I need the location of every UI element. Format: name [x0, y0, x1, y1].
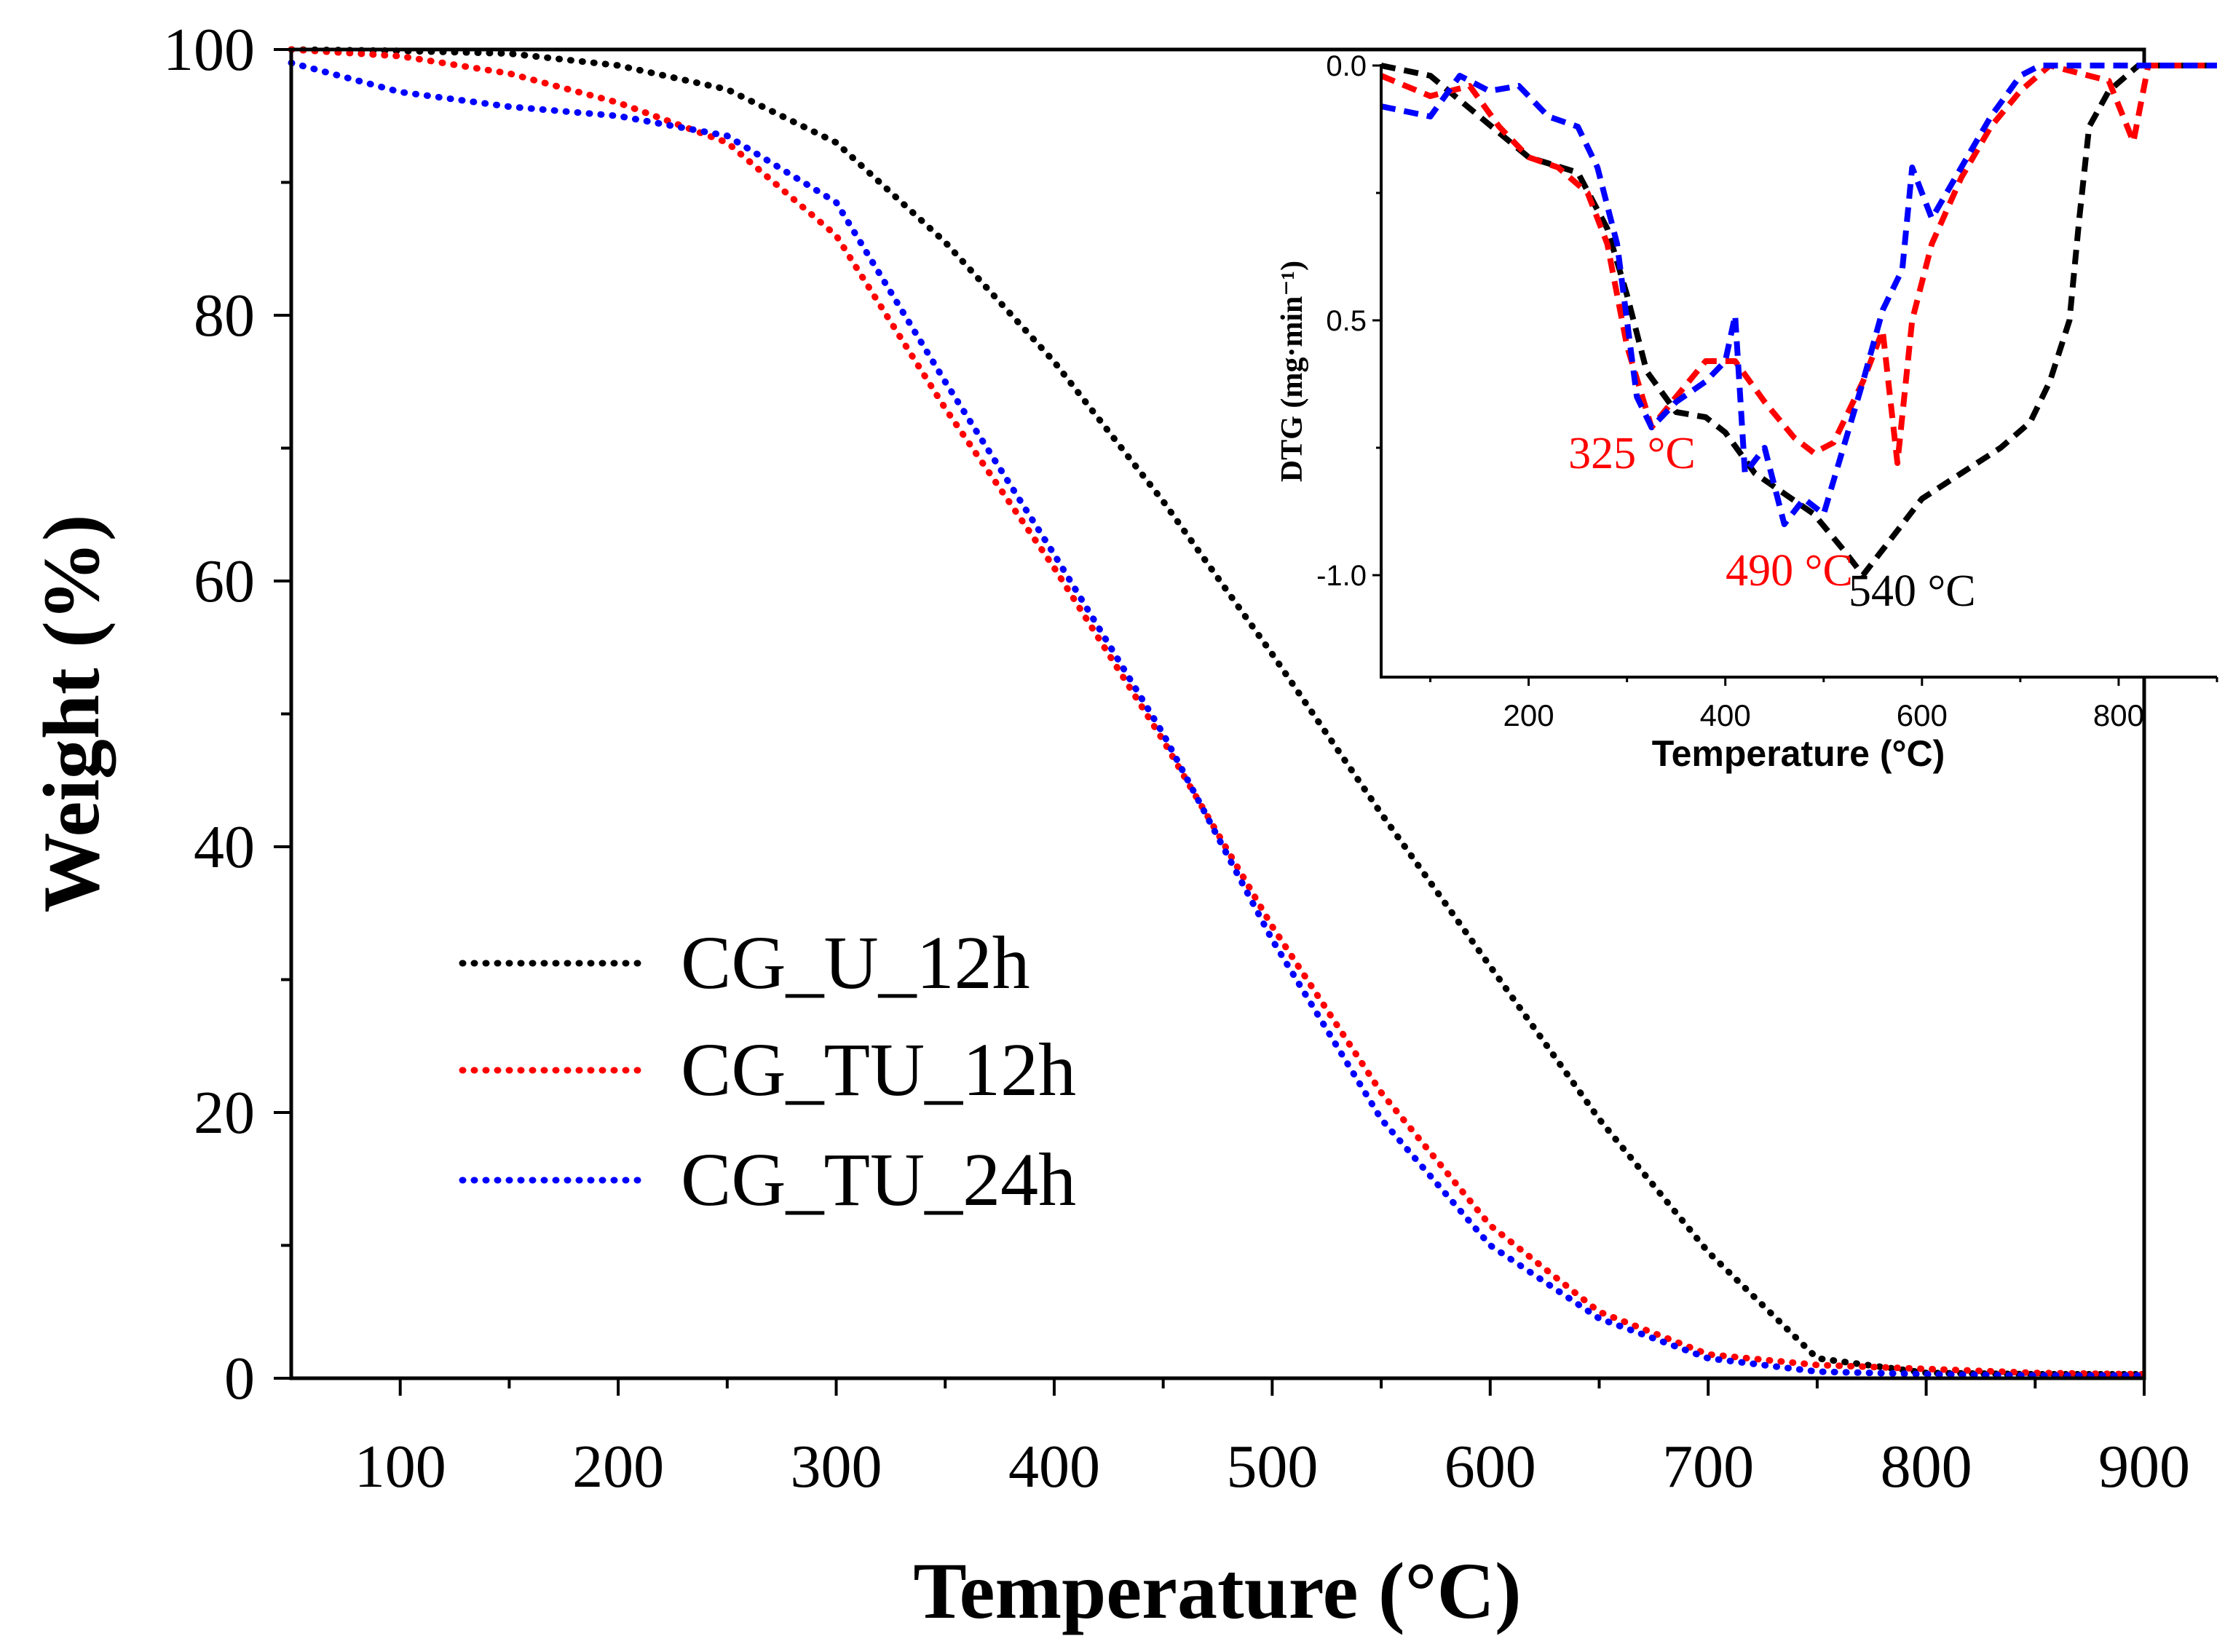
- main-ticks-group: [274, 48, 2146, 1396]
- main-x-tick-label: 200: [572, 1433, 664, 1501]
- main-x-tick-label: 500: [1226, 1433, 1318, 1501]
- inset-x-tick-label: 600: [1897, 698, 1948, 732]
- inset-tick-labels-group: 200 400 600 800 0.0 0.5 -1.0: [1316, 50, 2144, 732]
- main-x-tick-label: 700: [1662, 1433, 1754, 1501]
- inset-y-tick-label: 0.5: [1326, 305, 1367, 337]
- legend: CG_U_12h CG_TU_12h CG_TU_24h: [459, 921, 1076, 1222]
- main-x-axis-label: Temperature (°C): [913, 1546, 1521, 1635]
- inset-x-tick-label: 200: [1503, 698, 1554, 732]
- main-y-tick-label: 40: [194, 813, 255, 881]
- inset-series-line-cg-tu-24h: [1380, 63, 2217, 527]
- main-x-tick-label: 400: [1008, 1433, 1100, 1501]
- inset-series-line-cg-tu-12h: [1380, 63, 2217, 466]
- main-x-tick-label: 900: [2098, 1433, 2190, 1501]
- inset-x-tick-label: 400: [1700, 698, 1751, 732]
- main-x-tick-label: 300: [791, 1433, 882, 1501]
- main-y-tick-label: 0: [224, 1345, 255, 1412]
- main-chart: 100 200 300 400 500 600 700 800 900 0 20 40 60 80100 …: [27, 16, 2190, 1635]
- legend-label-cg-tu-24h: CG_TU_24h: [681, 1138, 1076, 1222]
- main-x-tick-label: 600: [1444, 1433, 1536, 1501]
- main-series-line-cg-tu-12h: [288, 46, 2148, 1378]
- main-y-axis-label: Weight (%): [27, 515, 116, 913]
- inset-y-tick-label: -1.0: [1316, 560, 1367, 592]
- main-y-tick-label: 20: [194, 1079, 255, 1147]
- peak-annotation-325-c: 325 °C: [1568, 429, 1696, 478]
- main-y-tick-label: 100: [163, 16, 255, 84]
- main-y-tick-label: 80: [194, 282, 255, 349]
- inset-x-axis-label: Temperature (°C): [1652, 733, 1945, 774]
- main-tick-labels-group: 100 200 300 400 500 600 700 800 900 0 20 40 60 80 100: [163, 16, 2190, 1501]
- main-series-group: [288, 46, 2148, 1379]
- main-series-line-cg-tu-24h: [288, 59, 2148, 1379]
- main-x-tick-label: 100: [355, 1433, 446, 1501]
- legend-label-cg-tu-12h: CG_TU_12h: [681, 1028, 1076, 1112]
- inset-ticks-group: [1372, 64, 2218, 686]
- inset-axes: [1380, 64, 2217, 679]
- peak-annotation-490-c: 490 °C: [1726, 546, 1853, 596]
- main-series-line-cg-u-12h: [288, 46, 2148, 1378]
- inset-y-tick-label: 0.0: [1326, 50, 1367, 82]
- inset-background: [1381, 66, 2217, 677]
- inset-y-axis-label: DTG (mg·min⁻¹): [1276, 261, 1309, 482]
- main-x-tick-label: 800: [1881, 1433, 1972, 1501]
- peak-annotation-540-c: 540 °C: [1849, 566, 1976, 616]
- legend-label-cg-u-12h: CG_U_12h: [681, 921, 1030, 1005]
- inset-x-tick-label: 800: [2093, 698, 2144, 732]
- main-y-tick-label: 60: [194, 548, 255, 615]
- inset-series-group: [1380, 63, 2217, 578]
